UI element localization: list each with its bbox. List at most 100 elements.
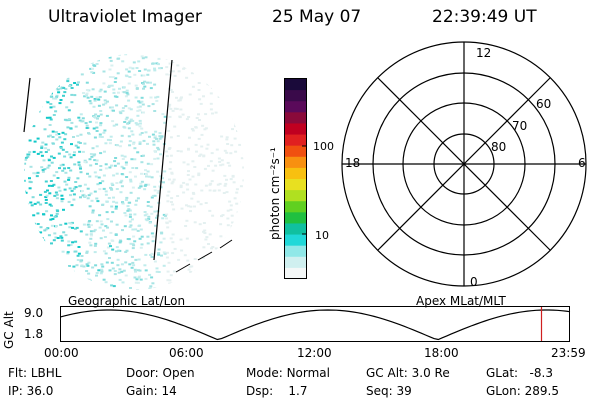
- image-pixel: [105, 54, 109, 56]
- image-pixel: [202, 222, 206, 224]
- image-pixel: [182, 67, 186, 70]
- image-pixel: [156, 191, 160, 194]
- image-pixel: [95, 159, 99, 162]
- image-pixel: [107, 85, 111, 88]
- image-pixel: [63, 265, 67, 268]
- image-pixel: [62, 286, 65, 289]
- image-pixel: [221, 214, 225, 217]
- image-pixel: [128, 201, 132, 204]
- image-pixel: [163, 54, 167, 56]
- image-pixel: [36, 223, 40, 225]
- image-pixel: [226, 161, 230, 164]
- image-pixel: [88, 205, 92, 208]
- image-pixel: [79, 171, 83, 174]
- image-pixel: [138, 224, 142, 227]
- image-pixel: [148, 135, 151, 138]
- image-pixel: [58, 167, 61, 170]
- image-pixel: [85, 270, 89, 272]
- image-pixel: [149, 96, 153, 99]
- image-pixel: [115, 246, 119, 249]
- image-pixel: [63, 188, 67, 191]
- image-pixel: [80, 264, 84, 267]
- image-pixel: [219, 287, 223, 290]
- image-pixel: [45, 210, 49, 213]
- image-pixel: [24, 210, 26, 213]
- image-pixel: [213, 286, 217, 289]
- image-pixel: [96, 200, 100, 203]
- image-pixel: [90, 288, 94, 290]
- image-pixel: [48, 124, 52, 126]
- image-pixel: [242, 166, 244, 169]
- image-pixel: [226, 224, 230, 227]
- image-pixel: [187, 170, 190, 173]
- image-pixel: [157, 148, 161, 151]
- x-tick-label: 12:00: [297, 346, 332, 360]
- image-pixel: [110, 106, 114, 109]
- image-pixel: [106, 246, 110, 249]
- image-pixel: [120, 154, 124, 157]
- status-dsp: Dsp: 1.7: [246, 384, 308, 398]
- image-pixel: [62, 64, 66, 67]
- colorbar: [284, 78, 307, 280]
- image-pixel: [49, 180, 53, 182]
- image-pixel: [53, 58, 57, 61]
- image-pixel: [134, 84, 138, 87]
- image-pixel: [102, 70, 106, 73]
- image-pixel: [95, 220, 99, 223]
- image-pixel: [36, 171, 40, 174]
- image-pixel: [235, 65, 239, 68]
- image-pixel: [55, 138, 59, 141]
- terminator-line: [153, 59, 173, 261]
- image-pixel: [130, 266, 134, 269]
- image-pixel: [144, 253, 148, 256]
- image-pixel: [187, 268, 191, 271]
- image-pixel: [209, 182, 213, 185]
- image-pixel: [30, 68, 34, 70]
- image-pixel: [200, 133, 204, 136]
- image-pixel: [140, 172, 143, 175]
- image-pixel: [119, 112, 123, 115]
- image-limb-line: [23, 77, 31, 133]
- image-pixel: [146, 170, 150, 173]
- image-pixel: [81, 120, 85, 123]
- image-pixel: [140, 96, 144, 99]
- image-pixel: [86, 264, 90, 267]
- image-pixel: [73, 163, 77, 166]
- image-pixel: [32, 150, 36, 153]
- image-pixel: [30, 228, 34, 231]
- image-pixel: [127, 127, 131, 130]
- image-pixel: [98, 182, 102, 185]
- image-pixel: [93, 159, 97, 162]
- image-pixel: [230, 214, 234, 217]
- status-flt: Flt: LBHL: [8, 366, 62, 380]
- image-pixel: [41, 62, 44, 65]
- image-pixel: [134, 203, 138, 206]
- image-pixel: [227, 84, 231, 87]
- image-pixel: [85, 233, 89, 236]
- image-pixel: [214, 55, 218, 58]
- image-pixel: [211, 265, 215, 268]
- colorbar-unit-label: photon cm⁻²s⁻¹: [268, 147, 282, 240]
- image-pixel: [220, 286, 224, 288]
- image-pixel: [38, 74, 42, 77]
- image-pixel: [151, 240, 155, 243]
- image-pixel: [89, 67, 93, 70]
- image-pixel: [166, 251, 169, 254]
- image-pixel: [24, 133, 28, 136]
- image-pixel: [87, 194, 91, 197]
- image-pixel: [25, 202, 29, 205]
- image-pixel: [112, 196, 115, 199]
- image-pixel: [162, 237, 166, 240]
- image-pixel: [240, 263, 244, 265]
- image-pixel: [196, 200, 200, 203]
- image-pixel: [147, 69, 151, 72]
- image-pixel: [198, 119, 201, 121]
- image-pixel: [148, 221, 152, 224]
- image-pixel: [125, 89, 129, 92]
- image-pixel: [130, 218, 134, 221]
- image-pixel: [168, 62, 172, 65]
- image-pixel: [86, 197, 90, 200]
- image-pixel: [46, 166, 50, 169]
- image-pixel: [66, 56, 70, 59]
- image-pixel: [143, 211, 147, 213]
